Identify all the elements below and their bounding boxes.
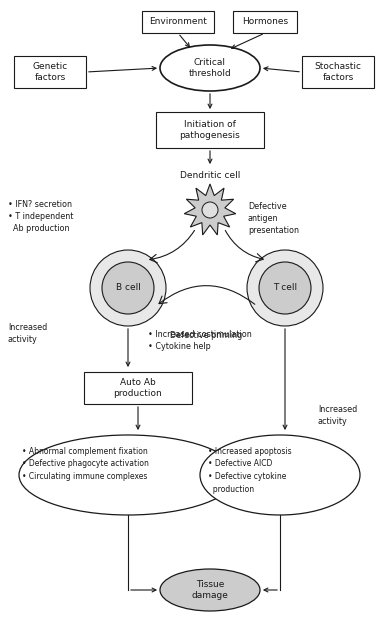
Text: Hormones: Hormones — [242, 17, 288, 26]
Circle shape — [202, 202, 218, 218]
Circle shape — [259, 262, 311, 314]
Text: Defective
antigen
presentation: Defective antigen presentation — [248, 202, 299, 234]
Text: T cell: T cell — [273, 284, 297, 293]
FancyBboxPatch shape — [142, 11, 214, 33]
Text: Initiation of
pathogenesis: Initiation of pathogenesis — [180, 120, 240, 140]
Text: • IFN? secretion
• T independent
  Ab production: • IFN? secretion • T independent Ab prod… — [8, 200, 73, 232]
Text: • Abnormal complement fixation
• Defective phagocyte activation
• Circulating im: • Abnormal complement fixation • Defecti… — [22, 447, 149, 481]
Text: Auto Ab
production: Auto Ab production — [113, 378, 162, 397]
Ellipse shape — [160, 569, 260, 611]
Circle shape — [247, 250, 323, 326]
Text: • Increased apoptosis
• Defective AICD
• Defective cytokine
  production: • Increased apoptosis • Defective AICD •… — [208, 447, 291, 494]
Text: B cell: B cell — [116, 284, 141, 293]
Text: Critical
threshold: Critical threshold — [189, 58, 231, 78]
Text: Increased
activity: Increased activity — [318, 405, 357, 426]
FancyBboxPatch shape — [233, 11, 297, 33]
FancyBboxPatch shape — [302, 56, 374, 88]
Text: • Increased costimulation
• Cytokine help: • Increased costimulation • Cytokine hel… — [148, 330, 252, 351]
FancyBboxPatch shape — [84, 372, 192, 404]
Ellipse shape — [19, 435, 237, 515]
Text: Dendritic cell: Dendritic cell — [180, 171, 240, 180]
FancyBboxPatch shape — [14, 56, 86, 88]
Text: Tissue
damage: Tissue damage — [191, 580, 228, 600]
FancyBboxPatch shape — [156, 112, 264, 148]
Text: Environment: Environment — [149, 17, 207, 26]
Polygon shape — [184, 184, 236, 235]
Ellipse shape — [200, 435, 360, 515]
FancyArrowPatch shape — [150, 230, 194, 263]
Text: Stochastic
factors: Stochastic factors — [314, 62, 361, 82]
Ellipse shape — [160, 45, 260, 91]
Circle shape — [102, 262, 154, 314]
Text: Genetic
factors: Genetic factors — [32, 62, 68, 82]
Text: Defective priming: Defective priming — [170, 331, 243, 340]
FancyArrowPatch shape — [159, 286, 255, 304]
Text: Increased
activity: Increased activity — [8, 323, 47, 344]
FancyArrowPatch shape — [225, 230, 263, 262]
Circle shape — [90, 250, 166, 326]
